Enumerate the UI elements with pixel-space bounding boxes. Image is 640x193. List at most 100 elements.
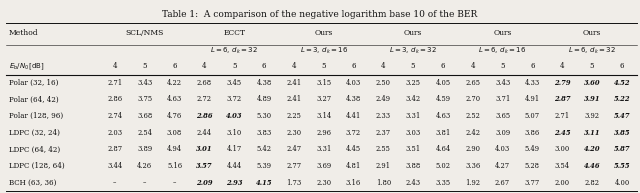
Text: 6: 6 [620,63,624,70]
Text: –: – [173,179,176,187]
Text: 3.54: 3.54 [555,162,570,170]
Text: 2.77: 2.77 [286,162,301,170]
Text: 2.71: 2.71 [555,112,570,120]
Text: 2.86: 2.86 [196,112,212,120]
Text: 2.43: 2.43 [406,179,420,187]
Text: 1.92: 1.92 [465,179,480,187]
Text: 2.49: 2.49 [376,95,391,103]
Text: Polar (128, 96): Polar (128, 96) [9,112,63,120]
Text: 2.25: 2.25 [286,112,301,120]
Text: 3.91: 3.91 [584,95,600,103]
Text: 5.02: 5.02 [435,162,451,170]
Text: Polar (32, 16): Polar (32, 16) [9,79,58,87]
Text: 2.30: 2.30 [316,179,331,187]
Text: 4.59: 4.59 [435,95,451,103]
Text: 4.27: 4.27 [495,162,510,170]
Text: 4.44: 4.44 [227,162,242,170]
Text: 1.80: 1.80 [376,179,391,187]
Text: 3.92: 3.92 [584,112,600,120]
Text: 3.75: 3.75 [137,95,152,103]
Text: 3.65: 3.65 [495,112,510,120]
Text: 2.03: 2.03 [108,129,122,137]
Text: 2.42: 2.42 [465,129,480,137]
Text: 4.52: 4.52 [614,79,630,87]
Text: 2.41: 2.41 [286,95,301,103]
Text: 6: 6 [351,63,356,70]
Text: 2.54: 2.54 [137,129,152,137]
Text: 5: 5 [590,63,595,70]
Text: 3.86: 3.86 [525,129,540,137]
Text: 5: 5 [143,63,147,70]
Text: 4.91: 4.91 [525,95,540,103]
Text: 4.15: 4.15 [255,179,272,187]
Text: 2.90: 2.90 [465,145,480,153]
Text: $L = 3,\,d_k = 32$: $L = 3,\,d_k = 32$ [389,46,437,56]
Text: 6: 6 [262,63,266,70]
Text: 2.70: 2.70 [465,95,481,103]
Text: 4.64: 4.64 [435,145,451,153]
Text: 4.05: 4.05 [435,79,451,87]
Text: 4: 4 [381,63,385,70]
Text: 3.72: 3.72 [346,129,361,137]
Text: Ours: Ours [583,29,601,37]
Text: 4.38: 4.38 [346,95,361,103]
Text: BCH (63, 36): BCH (63, 36) [9,179,56,187]
Text: 3.31: 3.31 [406,112,420,120]
Text: 5: 5 [411,63,415,70]
Text: 3.36: 3.36 [465,162,481,170]
Text: 4: 4 [560,63,564,70]
Text: 3.00: 3.00 [555,145,570,153]
Text: 3.45: 3.45 [227,79,242,87]
Text: 4: 4 [113,63,117,70]
Text: 4.20: 4.20 [584,145,600,153]
Text: Ours: Ours [493,29,512,37]
Text: 5: 5 [500,63,505,70]
Text: 2.93: 2.93 [226,179,243,187]
Text: 3.42: 3.42 [406,95,420,103]
Text: 3.72: 3.72 [227,95,242,103]
Text: $E_\mathrm{b}/N_0\,[\mathrm{dB}]$: $E_\mathrm{b}/N_0\,[\mathrm{dB}]$ [9,61,45,72]
Text: 5: 5 [232,63,236,70]
Text: Ours: Ours [404,29,422,37]
Text: LDPC (32, 24): LDPC (32, 24) [9,129,60,137]
Text: 2.55: 2.55 [376,145,391,153]
Text: 3.89: 3.89 [137,145,152,153]
Text: 4.33: 4.33 [525,79,540,87]
Text: 4.89: 4.89 [257,95,271,103]
Text: 2.67: 2.67 [495,179,510,187]
Text: 2.50: 2.50 [376,79,391,87]
Text: 6: 6 [441,63,445,70]
Text: 5.07: 5.07 [525,112,540,120]
Text: 1.73: 1.73 [286,179,301,187]
Text: 3.69: 3.69 [316,162,331,170]
Text: $L = 6,\,d_k = 32$: $L = 6,\,d_k = 32$ [568,46,616,56]
Text: 5.55: 5.55 [614,162,630,170]
Text: 5.30: 5.30 [257,112,271,120]
Text: 2.72: 2.72 [197,95,212,103]
Text: 5.39: 5.39 [257,162,271,170]
Text: 3.35: 3.35 [435,179,451,187]
Text: 3.27: 3.27 [316,95,331,103]
Text: 2.30: 2.30 [286,129,301,137]
Text: 2.45: 2.45 [554,129,570,137]
Text: 2.87: 2.87 [554,95,570,103]
Text: 4: 4 [202,63,207,70]
Text: Table 1:  A comparison of the negative logarithm base 10 of the BER: Table 1: A comparison of the negative lo… [163,10,477,19]
Text: 4.94: 4.94 [167,145,182,153]
Text: LDPC (128, 64): LDPC (128, 64) [9,162,65,170]
Text: 3.25: 3.25 [406,79,420,87]
Text: 2.37: 2.37 [376,129,391,137]
Text: 2.79: 2.79 [554,79,570,87]
Text: LDPC (64, 42): LDPC (64, 42) [9,145,60,153]
Text: 3.43: 3.43 [495,79,510,87]
Text: 2.00: 2.00 [555,179,570,187]
Text: 3.03: 3.03 [406,129,420,137]
Text: SCL/NMS: SCL/NMS [125,29,164,37]
Text: 4.63: 4.63 [167,95,182,103]
Text: 4.41: 4.41 [346,112,361,120]
Text: Ours: Ours [314,29,333,37]
Text: 4.03: 4.03 [346,79,361,87]
Text: 5.49: 5.49 [525,145,540,153]
Text: 3.01: 3.01 [196,145,212,153]
Text: 4.76: 4.76 [167,112,182,120]
